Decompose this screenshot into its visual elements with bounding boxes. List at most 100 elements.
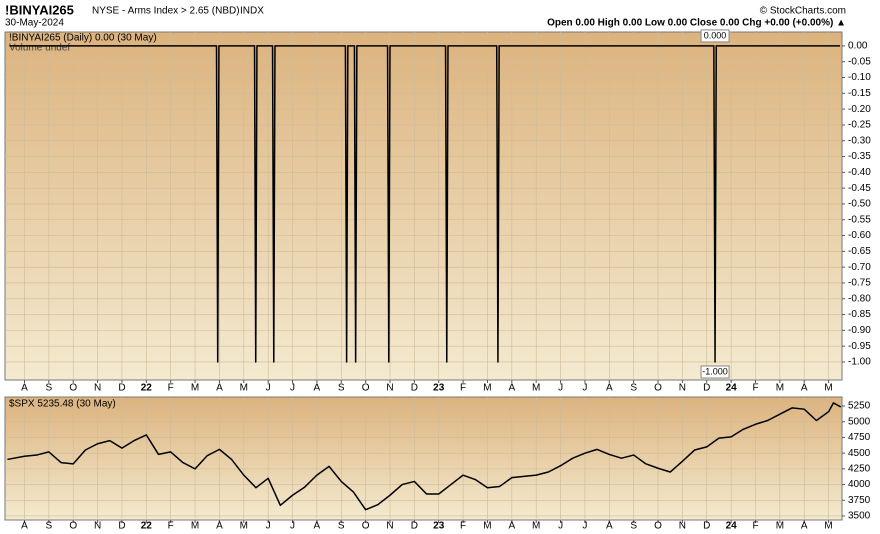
x-tick-label: D	[703, 383, 710, 394]
volume-note: Volume undef	[9, 43, 70, 54]
x-tick-label: M	[483, 383, 491, 394]
data-line	[9, 45, 841, 363]
x-tick-label: N	[94, 521, 101, 532]
y-tick-label: 5250	[848, 401, 871, 412]
x-tick-label: N	[386, 521, 393, 532]
x-tick-label: J	[582, 383, 587, 394]
x-tick-label: 22	[141, 383, 153, 394]
x-tick-label: J	[558, 383, 563, 394]
top-panel	[4, 31, 843, 381]
annotation-box	[700, 29, 730, 43]
x-tick-label: A	[606, 383, 613, 394]
x-tick-label: M	[483, 521, 491, 532]
x-tick-label: A	[314, 383, 321, 394]
x-tick-label: A	[21, 521, 28, 532]
x-tick-label: O	[654, 383, 662, 394]
y-tick-label: 0.00	[848, 41, 868, 52]
bottom-panel	[4, 396, 843, 521]
annotation-box	[700, 365, 730, 379]
x-tick-label: O	[69, 521, 77, 532]
x-tick-label: J	[558, 521, 563, 532]
x-tick-label: N	[94, 383, 101, 394]
x-tick-label: M	[776, 521, 784, 532]
annotation: 0.000	[704, 30, 727, 40]
x-tick-label: A	[801, 521, 808, 532]
x-tick-label: M	[776, 383, 784, 394]
subtitle: NYSE - Arms Index > 2.65 (NBD)	[92, 6, 240, 17]
y-tick-label: -0.75	[848, 278, 871, 289]
x-tick-label: A	[801, 383, 808, 394]
y-tick-label: 3500	[848, 511, 871, 522]
x-tick-label: A	[216, 383, 223, 394]
x-tick-label: N	[679, 521, 686, 532]
x-tick-label: D	[118, 383, 125, 394]
x-tick-label: 23	[433, 383, 445, 394]
x-tick-label: O	[362, 383, 370, 394]
x-tick-label: M	[240, 521, 248, 532]
y-tick-label: -0.90	[848, 325, 871, 336]
y-tick-label: 5000	[848, 416, 871, 427]
date: 30-May-2024	[5, 18, 64, 29]
x-tick-label: N	[386, 383, 393, 394]
y-tick-label: -0.85	[848, 309, 871, 320]
symbol: !BINYAI265	[5, 2, 74, 17]
x-tick-label: D	[118, 521, 125, 532]
x-tick-label: F	[168, 383, 174, 394]
x-tick-label: A	[216, 521, 223, 532]
annotation: -1.000	[702, 366, 728, 376]
legend-entry: $SPX 5235.48 (30 May)	[9, 399, 116, 410]
x-tick-label: J	[290, 383, 295, 394]
x-tick-label: S	[46, 521, 53, 532]
quote: Open 0.00 High 0.00 Low 0.00 Close 0.00 …	[547, 18, 846, 29]
x-tick-label: A	[21, 383, 28, 394]
x-tick-label: S	[46, 383, 53, 394]
x-tick-label: N	[679, 383, 686, 394]
y-tick-label: -0.70	[848, 262, 871, 273]
y-tick-label: -0.45	[848, 183, 871, 194]
x-tick-label: F	[460, 521, 466, 532]
x-tick-label: M	[824, 383, 832, 394]
x-tick-label: F	[752, 383, 758, 394]
y-tick-label: -0.60	[848, 230, 871, 241]
x-tick-label: J	[266, 383, 271, 394]
x-tick-label: D	[411, 383, 418, 394]
x-tick-label: 24	[726, 521, 738, 532]
y-tick-label: -0.40	[848, 167, 871, 178]
x-tick-label: S	[630, 383, 637, 394]
x-tick-label: M	[240, 383, 248, 394]
y-tick-label: -0.10	[848, 72, 871, 83]
exchange: INDX	[240, 6, 264, 17]
x-tick-label: F	[752, 521, 758, 532]
y-tick-label: -1.00	[848, 357, 871, 368]
y-tick-label: -0.25	[848, 120, 871, 131]
x-tick-label: D	[703, 521, 710, 532]
x-tick-label: 22	[141, 521, 153, 532]
y-tick-label: 4750	[848, 432, 871, 443]
x-tick-label: J	[290, 521, 295, 532]
x-tick-label: S	[338, 383, 345, 394]
y-tick-label: 4250	[848, 464, 871, 475]
y-tick-label: -0.50	[848, 199, 871, 210]
y-tick-label: -0.95	[848, 341, 871, 352]
data-line	[7, 402, 842, 511]
x-tick-label: F	[460, 383, 466, 394]
y-tick-label: -0.65	[848, 246, 871, 257]
y-tick-label: -0.15	[848, 88, 871, 99]
x-tick-label: O	[69, 383, 77, 394]
x-tick-label: O	[362, 521, 370, 532]
x-tick-label: M	[532, 521, 540, 532]
x-tick-label: 24	[726, 383, 738, 394]
x-tick-label: S	[630, 521, 637, 532]
x-tick-label: J	[582, 521, 587, 532]
y-tick-label: -0.55	[848, 214, 871, 225]
y-tick-label: -0.30	[848, 135, 871, 146]
y-tick-label: -0.80	[848, 293, 871, 304]
y-tick-label: -0.35	[848, 151, 871, 162]
x-tick-label: D	[411, 521, 418, 532]
x-tick-label: J	[266, 521, 271, 532]
legend-entry: !BINYAI265 (Daily) 0.00 (30 May)	[9, 33, 157, 44]
y-tick-label: 4000	[848, 479, 871, 490]
x-tick-label: 23	[433, 521, 445, 532]
y-tick-label: -0.05	[848, 56, 871, 67]
